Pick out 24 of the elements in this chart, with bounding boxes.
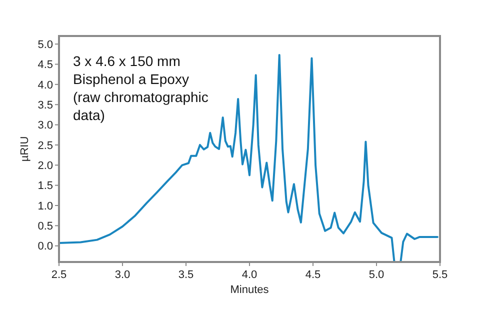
- x-tick-label: 5.0: [368, 269, 384, 281]
- x-tick-label: 3.5: [178, 269, 194, 281]
- y-tick-label: 4.0: [38, 79, 53, 92]
- line-series: [58, 54, 438, 263]
- x-tick-label: 4.0: [242, 269, 258, 281]
- y-tick-label: 5.0: [38, 38, 53, 51]
- y-tick-label: 2.5: [38, 140, 53, 152]
- y-axis-title: µRIU: [19, 136, 31, 162]
- y-tick-label: 3.5: [38, 99, 53, 112]
- y-tick-label: 2.0: [38, 160, 53, 172]
- x-tick-label: 4.5: [305, 269, 321, 281]
- x-tick-label: 5.5: [432, 269, 448, 281]
- annotation: Bisphenol a Epoxy: [73, 71, 189, 87]
- y-tick-label: 1.0: [38, 200, 53, 212]
- y-tick-label: 1.5: [38, 180, 53, 192]
- y-tick-label: 0.5: [38, 220, 53, 233]
- annotation: 3 x 4.6 x 150 mm: [73, 53, 180, 69]
- x-axis-title: Minutes: [230, 284, 270, 296]
- y-tick-label: 3.0: [38, 120, 53, 132]
- y-tick-label: 4.5: [38, 59, 53, 72]
- annotation: (raw chromatographic data): [73, 89, 208, 123]
- y-tick-label: 0.0: [38, 240, 53, 253]
- x-tick-label: 2.5: [51, 269, 67, 281]
- x-tick-label: 3.0: [114, 269, 130, 281]
